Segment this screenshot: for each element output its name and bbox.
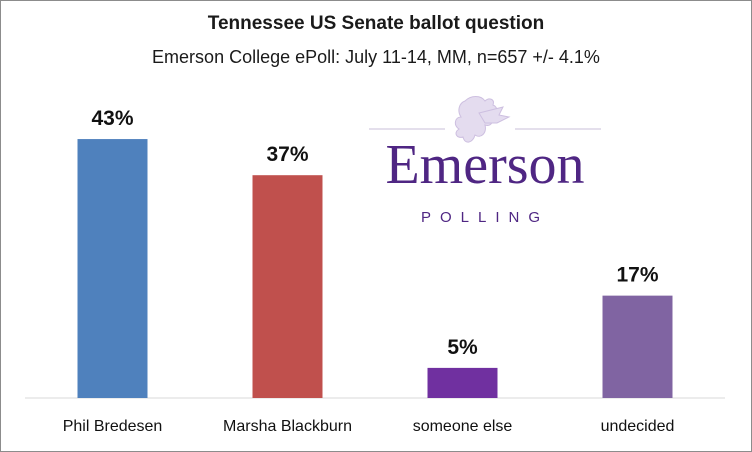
bar xyxy=(427,367,498,398)
emerson-polling-logo: Emerson POLLING xyxy=(369,93,629,233)
bar xyxy=(602,295,673,398)
category-label: someone else xyxy=(413,418,513,435)
logo-wordmark: Emerson xyxy=(385,134,585,196)
category-label: Phil Bredesen xyxy=(63,418,163,435)
logo-subtitle: POLLING xyxy=(420,209,550,226)
category-label: undecided xyxy=(601,418,675,435)
data-label: 17% xyxy=(616,264,658,287)
bar xyxy=(252,175,323,398)
chart-subtitle: Emerson College ePoll: July 11-14, MM, n… xyxy=(152,47,600,67)
data-label: 43% xyxy=(91,107,133,130)
lion-crest-icon xyxy=(369,96,601,143)
category-label: Marsha Blackburn xyxy=(223,418,352,435)
data-label: 5% xyxy=(447,336,478,359)
data-label: 37% xyxy=(266,143,308,166)
bar xyxy=(77,139,148,398)
chart-title: Tennessee US Senate ballot question xyxy=(207,13,545,34)
